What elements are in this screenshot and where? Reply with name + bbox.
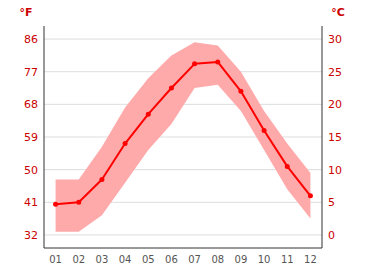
mean-point (262, 128, 267, 133)
mean-point (169, 86, 174, 91)
mean-point (308, 193, 313, 198)
mean-point (53, 202, 58, 207)
y2-tick-label: 41 (24, 196, 38, 209)
x-tick-label: 10 (258, 254, 271, 265)
x-axis-line (44, 248, 322, 249)
x-tick-label: 11 (281, 254, 294, 265)
x-tick-label: 02 (72, 254, 85, 265)
y2-tick-label: 86 (24, 33, 38, 46)
mean-point (192, 61, 197, 66)
y-tick-label: 5 (328, 196, 335, 209)
mean-point (238, 89, 243, 94)
grid-line (44, 234, 322, 235)
x-tick-label: 07 (188, 254, 201, 265)
plot-area (53, 42, 313, 231)
y-tick-label: 20 (328, 98, 342, 111)
x-tick-label: 09 (235, 254, 248, 265)
chart: 05101520253032415059687786°F°C0102030405… (0, 0, 365, 273)
y2-tick-label: 68 (24, 98, 38, 111)
x-tick-label: 03 (96, 254, 109, 265)
x-tick-label: 05 (142, 254, 155, 265)
y2-axis-line (44, 26, 45, 248)
mean-point (146, 112, 151, 117)
y-tick-label: 30 (328, 33, 342, 46)
y2-tick-label: 32 (24, 229, 38, 242)
mean-line (56, 62, 311, 204)
x-tick-label: 06 (165, 254, 178, 265)
grid-line (44, 39, 322, 40)
y2-tick-label: 50 (24, 164, 38, 177)
y-axis-label: °C (331, 6, 345, 19)
x-tick-label: 08 (211, 254, 224, 265)
mean-point (285, 164, 290, 169)
y2-tick-label: 59 (24, 131, 38, 144)
y-tick-label: 10 (328, 164, 342, 177)
x-tick-label: 01 (49, 254, 62, 265)
y-axis-line (322, 26, 323, 248)
y-tick-label: 25 (328, 66, 342, 79)
temperature-band (56, 42, 311, 231)
mean-point (76, 200, 81, 205)
y2-axis-label: °F (19, 6, 32, 19)
x-tick-label: 12 (304, 254, 317, 265)
mean-point (123, 141, 128, 146)
y-tick-label: 0 (328, 229, 335, 242)
x-tick-label: 04 (119, 254, 132, 265)
y-tick-label: 15 (328, 131, 342, 144)
mean-point (99, 177, 104, 182)
y2-tick-label: 77 (24, 66, 38, 79)
mean-point (215, 59, 220, 64)
